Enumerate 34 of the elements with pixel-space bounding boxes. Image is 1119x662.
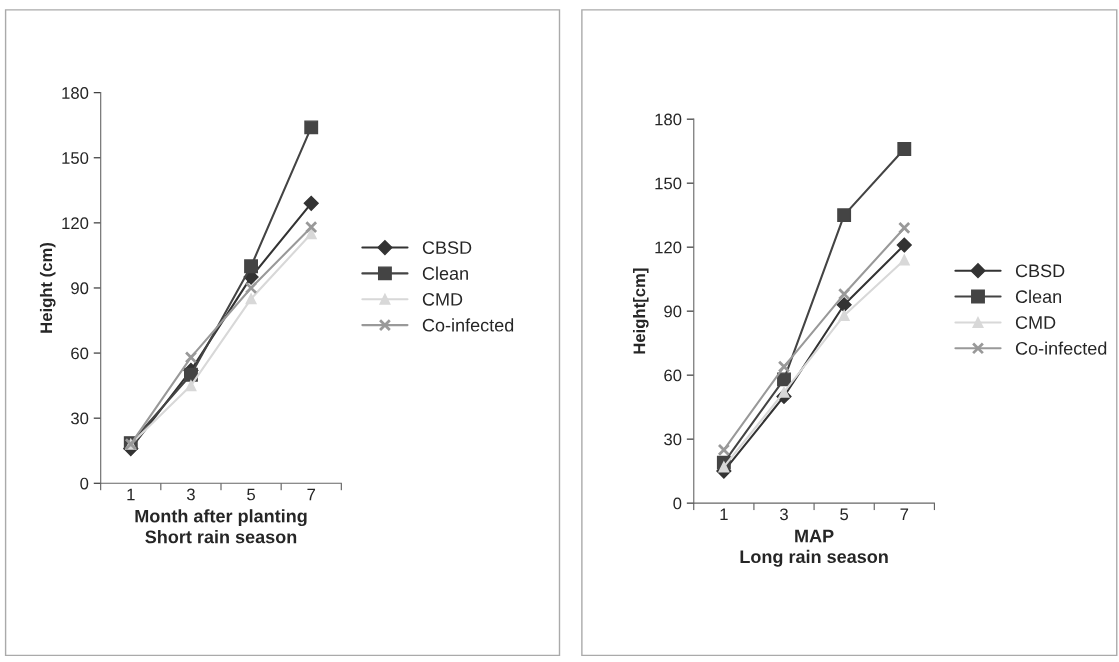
y-tick-label: 120 [655,241,682,254]
legend-label: Clean [1015,289,1062,304]
y-tick-label: 30 [664,433,682,446]
x-tick-label: 3 [186,488,195,501]
y-tick-label: 30 [71,412,89,425]
y-tick-label: 60 [71,347,89,360]
x-tick-label: 1 [127,488,135,501]
x-tick-label: 1 [720,508,728,521]
legend-label: Clean [422,266,468,280]
legend-label: CBSD [422,241,472,255]
y-axis-title: Height (cm) [39,242,56,333]
legend-label: Co-infected [1015,341,1107,355]
y-tick-label: 150 [62,152,89,164]
x-axis-title: Month after planting Short rain season [135,509,307,544]
x-tick-label: 3 [780,508,788,521]
y-tick-label: 0 [80,477,89,490]
y-tick-label: 0 [673,497,682,510]
y-tick-label: 150 [655,177,682,190]
y-tick-label: 180 [62,87,89,99]
y-tick-label: 120 [62,217,89,230]
legend-label: Co-infected [422,318,514,332]
x-axis-title: MAP Long rain season [740,529,888,567]
y-tick-label: 90 [664,305,682,318]
y-tick-label: 90 [71,282,89,295]
x-tick-label: 7 [900,508,909,521]
legend-label: CMD [422,292,463,306]
y-tick-label: 60 [664,369,682,382]
x-tick-label: 5 [840,508,849,521]
x-tick-label: 7 [307,488,316,501]
x-tick-label: 5 [247,488,256,501]
y-axis-title: Height[cm] [633,268,649,354]
y-tick-label: 180 [655,113,682,126]
legend-label: CMD [1015,316,1056,329]
legend-label: CBSD [1015,264,1065,278]
